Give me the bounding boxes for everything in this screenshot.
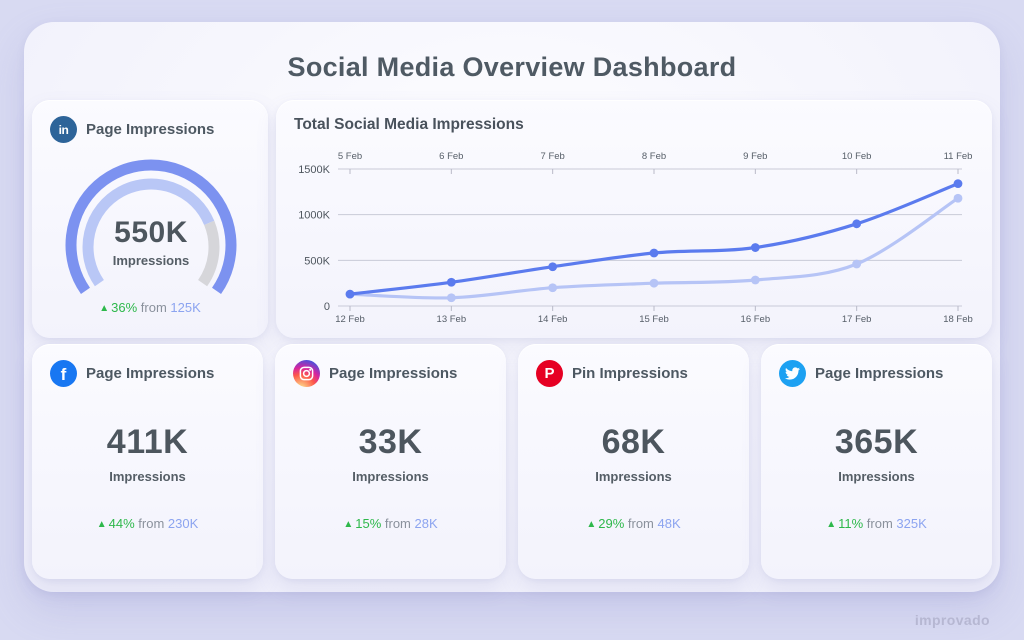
twitter-icon	[779, 360, 806, 387]
linkedin-delta-row: ▲ 36% from 125K	[32, 300, 268, 315]
svg-text:5 Feb: 5 Feb	[338, 151, 362, 162]
linkedin-icon: in	[50, 116, 77, 143]
twitter-impressions-value: 365K	[834, 423, 919, 461]
svg-text:18 Feb: 18 Feb	[943, 314, 973, 325]
svg-text:17 Feb: 17 Feb	[842, 314, 872, 325]
instagram-impressions-value: 33K	[358, 423, 423, 461]
delta-percent: 44%	[108, 516, 135, 531]
bottom-row: f Page Impressions 411K Impressions ▲ 44%…	[32, 344, 992, 579]
svg-text:12 Feb: 12 Feb	[335, 314, 365, 325]
pinterest-icon: P	[536, 360, 563, 387]
facebook-impressions-card: f Page Impressions 411K Impressions ▲ 44%…	[32, 344, 263, 579]
linkedin-impressions-card: in Page Impressions 550K Impressions ▲ 36…	[32, 100, 268, 338]
twitter-delta-row: ▲ 11% from 325K	[826, 516, 927, 531]
delta-percent: 15%	[355, 516, 382, 531]
page-title: Social Media Overview Dashboard	[287, 52, 737, 82]
svg-text:16 Feb: 16 Feb	[741, 314, 771, 325]
delta-from-label: from	[138, 516, 165, 531]
delta-percent: 11%	[838, 516, 864, 531]
total-impressions-chart-card: Total Social Media Impressions 1500K 1000…	[276, 100, 992, 338]
delta-percent: 29%	[598, 516, 625, 531]
svg-text:11 Feb: 11 Feb	[944, 151, 973, 162]
dashboard-panel: Social Media Overview Dashboard in Page …	[24, 22, 1000, 592]
gauge-inner-arc-filled	[82, 178, 215, 287]
svg-text:15 Feb: 15 Feb	[639, 314, 669, 325]
pinterest-delta-row: ▲ 29% from 48K	[586, 516, 680, 531]
up-triangle-icon: ▲	[96, 519, 107, 530]
svg-text:8 Feb: 8 Feb	[642, 151, 666, 162]
up-triangle-icon: ▲	[586, 519, 597, 530]
up-triangle-icon: ▲	[343, 519, 354, 530]
delta-from-value: 48K	[657, 516, 681, 531]
delta-from-value: 125K	[170, 300, 201, 315]
gauge-outer-arc	[65, 159, 237, 295]
delta-percent: 36%	[111, 300, 138, 315]
pinterest-impressions-value: 68K	[601, 423, 666, 461]
delta-from-label: from	[627, 516, 654, 531]
svg-text:1500K: 1500K	[298, 164, 330, 176]
linkedin-impressions-unit: Impressions	[112, 253, 190, 268]
linkedin-card-title: Page Impressions	[86, 121, 215, 138]
svg-text:10 Feb: 10 Feb	[842, 151, 872, 162]
impressions-chart-svg: 1500K 1000K 500K 0 5 Feb 12 Feb 6 Feb 13 Feb 7 F…	[298, 151, 973, 325]
up-triangle-icon: ▲	[826, 519, 837, 530]
svg-text:13 Feb: 13 Feb	[437, 314, 467, 325]
instagram-card-title: Page Impressions	[329, 365, 458, 382]
svg-text:6 Feb: 6 Feb	[439, 151, 463, 162]
instagram-icon	[293, 360, 320, 387]
gauge-inner-arc-track	[197, 220, 220, 287]
svg-text:1000K: 1000K	[298, 210, 330, 222]
delta-from-label: from	[140, 300, 167, 315]
instagram-delta-row: ▲ 15% from 28K	[343, 516, 437, 531]
svg-text:7 Feb: 7 Feb	[541, 151, 565, 162]
instagram-impressions-card: Page Impressions 33K Impressions ▲ 15% fr…	[275, 344, 506, 579]
up-triangle-icon: ▲	[99, 303, 110, 314]
linkedin-card-header: in Page Impressions	[50, 116, 214, 143]
facebook-card-title: Page Impressions	[86, 365, 215, 382]
twitter-card-title: Page Impressions	[815, 365, 944, 382]
delta-from-value: 325K	[896, 516, 927, 531]
svg-text:500K: 500K	[304, 255, 330, 267]
linkedin-impressions-value: 550K	[114, 216, 188, 249]
svg-text:9 Feb: 9 Feb	[743, 151, 767, 162]
pinterest-card-title: Pin Impressions	[572, 365, 688, 382]
svg-text:14 Feb: 14 Feb	[538, 314, 568, 325]
impressions-gauge: 550K Impressions	[51, 150, 251, 302]
gauge-svg	[65, 159, 237, 295]
pinterest-impressions-unit: Impressions	[595, 469, 672, 484]
facebook-impressions-unit: Impressions	[109, 469, 186, 484]
improvado-watermark: improvado	[914, 612, 990, 628]
delta-from-label: from	[866, 516, 893, 531]
top-row: in Page Impressions 550K Impressions ▲ 36…	[32, 100, 992, 338]
facebook-icon: f	[50, 360, 77, 387]
delta-from-value: 28K	[414, 516, 438, 531]
delta-from-value: 230K	[167, 516, 199, 531]
twitter-impressions-unit: Impressions	[838, 469, 915, 484]
chart-title: Total Social Media Impressions	[294, 116, 524, 133]
facebook-delta-row: ▲ 44% from 230K	[97, 516, 199, 531]
twitter-impressions-card: Page Impressions 365K Impressions ▲ 11% f…	[761, 344, 992, 579]
pinterest-impressions-card: P Pin Impressions 68K Impressions ▲ 29% f…	[518, 344, 749, 579]
svg-text:0: 0	[324, 301, 330, 313]
instagram-impressions-unit: Impressions	[352, 469, 429, 484]
delta-from-label: from	[384, 516, 411, 531]
facebook-impressions-value: 411K	[106, 423, 189, 461]
